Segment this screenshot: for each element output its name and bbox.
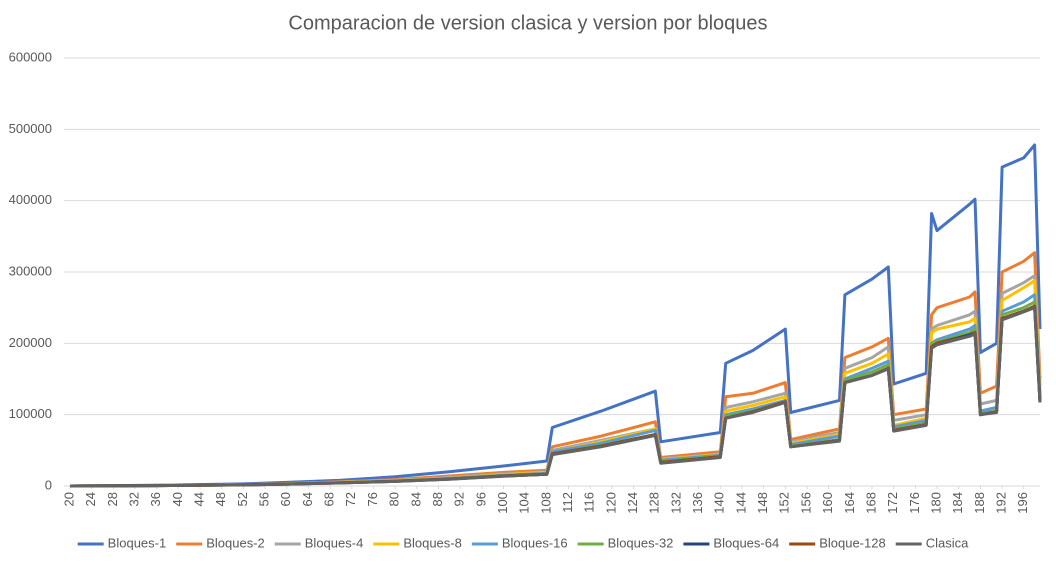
x-tick-label: 76 — [365, 492, 380, 506]
x-tick-label: 36 — [148, 492, 163, 506]
x-tick-label: 64 — [300, 492, 315, 506]
legend-label: Bloques-32 — [608, 535, 674, 550]
x-tick-label: 116 — [582, 492, 597, 513]
x-tick-label: 168 — [863, 492, 878, 514]
y-tick-label: 600000 — [9, 49, 52, 64]
x-tick-label: 96 — [473, 492, 488, 506]
x-tick-label: 40 — [170, 492, 185, 506]
x-tick-label: 60 — [278, 492, 293, 506]
y-tick-label: 0 — [45, 477, 52, 492]
x-tick-label: 48 — [213, 492, 228, 506]
series-line — [69, 306, 1042, 488]
x-tick-label: 84 — [408, 492, 423, 506]
series-line — [69, 293, 1042, 488]
x-tick-label: 160 — [820, 492, 835, 514]
legend-label: Bloques-1 — [108, 535, 167, 550]
y-tick-label: 200000 — [9, 335, 52, 350]
x-tick-label: 52 — [235, 492, 250, 506]
y-tick-label: 500000 — [9, 121, 52, 136]
y-tick-label: 300000 — [9, 263, 52, 278]
x-tick-label: 196 — [1015, 492, 1030, 514]
series-line — [69, 304, 1042, 488]
x-tick-label: 20 — [61, 492, 76, 506]
x-tick-label: 24 — [83, 492, 98, 506]
x-tick-label: 172 — [885, 492, 900, 514]
x-tick-label: 56 — [257, 492, 272, 506]
x-tick-label: 100 — [495, 492, 510, 514]
x-tick-label: 28 — [105, 492, 120, 506]
x-tick-label: 180 — [928, 492, 943, 514]
x-tick-label: 132 — [668, 492, 683, 514]
x-tick-label: 128 — [647, 492, 662, 514]
y-tick-label: 100000 — [9, 406, 52, 421]
x-tick-label: 176 — [907, 492, 922, 514]
x-tick-label: 144 — [733, 492, 748, 514]
series-line — [69, 304, 1042, 488]
x-tick-label: 120 — [603, 492, 618, 514]
x-tick-label: 156 — [798, 492, 813, 514]
x-tick-label: 184 — [950, 492, 965, 514]
x-tick-label: 108 — [538, 492, 553, 514]
legend-label: Clasica — [926, 535, 969, 550]
x-tick-label: 68 — [322, 492, 337, 506]
series-line — [69, 300, 1042, 488]
legend-label: Bloques-4 — [305, 535, 364, 550]
x-tick-label: 164 — [842, 492, 857, 514]
x-tick-label: 88 — [430, 492, 445, 506]
x-tick-label: 44 — [191, 492, 206, 506]
x-tick-label: 92 — [452, 492, 467, 506]
legend-label: Bloques-64 — [713, 535, 779, 550]
x-tick-label: 80 — [387, 492, 402, 506]
x-tick-label: 72 — [343, 492, 358, 506]
x-tick-label: 104 — [517, 492, 532, 514]
x-tick-label: 112 — [560, 492, 575, 513]
x-tick-label: 124 — [625, 492, 640, 514]
legend-label: Bloques-2 — [206, 535, 265, 550]
series-line — [69, 143, 1042, 488]
legend-label: Bloques-8 — [403, 535, 462, 550]
chart-title: Comparacion de version clasica y version… — [288, 12, 767, 34]
x-tick-label: 192 — [994, 492, 1009, 514]
x-tick-label: 188 — [972, 492, 987, 514]
x-tick-label: 136 — [690, 492, 705, 514]
x-tick-label: 148 — [755, 492, 770, 514]
legend-label: Bloques-16 — [502, 535, 568, 550]
x-tick-label: 152 — [777, 492, 792, 514]
y-tick-label: 400000 — [9, 192, 52, 207]
legend-label: Bloque-128 — [819, 535, 886, 550]
x-tick-label: 32 — [126, 492, 141, 506]
x-tick-label: 140 — [712, 492, 727, 514]
